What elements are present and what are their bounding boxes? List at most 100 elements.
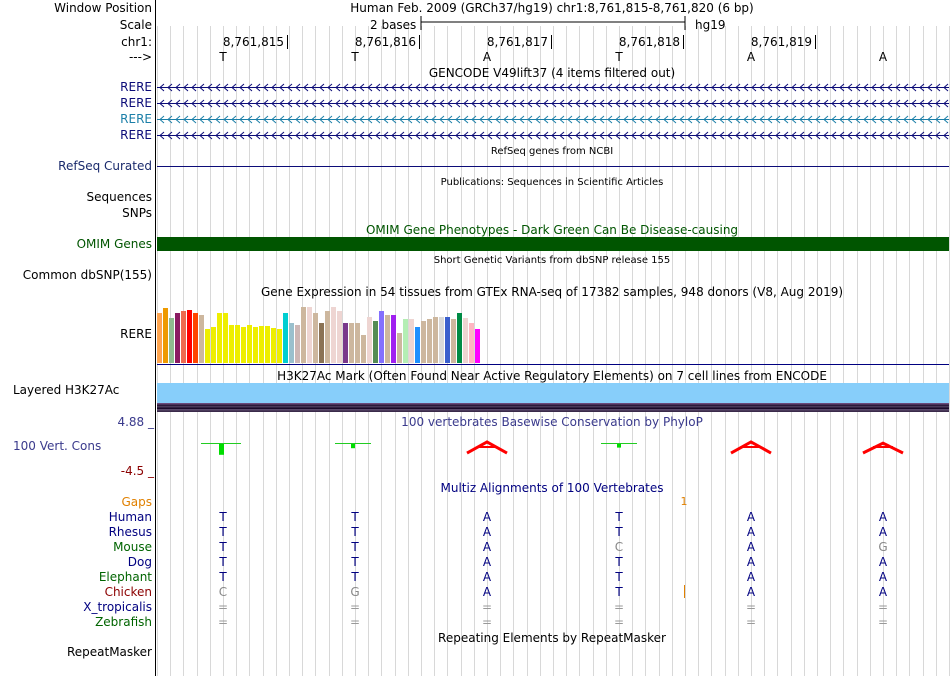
gtex-tissue-bar [181,311,186,363]
gtex-tissue-bar [337,311,342,363]
species-label[interactable]: Mouse [113,540,152,554]
pubs-label-sequences[interactable]: Sequences [86,190,152,204]
aligned-base: = [877,615,889,629]
species-label[interactable]: X_tropicalis [83,600,152,614]
aligned-base: = [217,615,229,629]
base-letter[interactable]: A [878,50,888,64]
gtex-tissue-bar [193,313,198,363]
aligned-base: A [878,585,888,599]
gtex-tissue-bar [361,335,366,363]
gtex-tissue-bar [217,313,222,363]
gtex-tissue-bar [325,311,330,363]
gtex-tissue-bar [403,319,408,363]
species-label[interactable]: Elephant [98,570,152,584]
base-letter[interactable]: A [746,50,756,64]
gtex-tissue-bar [247,325,252,363]
dbsnp-label[interactable]: Common dbSNP(155) [22,268,152,282]
omim-title: OMIM Gene Phenotypes - Dark Green Can Be… [365,223,739,237]
aligned-base: A [482,555,492,569]
refseq-label[interactable]: RefSeq Curated [58,159,152,173]
phylop-peak [730,440,772,455]
gtex-tissue-bar [265,326,270,363]
aligned-base: A [746,570,756,584]
gtex-label[interactable]: RERE [120,327,152,341]
h3k27ac-layer-band [157,406,949,408]
gencode-transcript-label[interactable]: RERE [120,96,152,110]
gtex-tissue-bar [253,327,258,363]
aligned-base: = [613,615,625,629]
gtex-tissue-bar [373,321,378,363]
scale-label: Scale [119,18,152,32]
aligned-base: A [746,525,756,539]
aligned-base: T [351,540,359,554]
species-label[interactable]: Human [108,510,152,524]
aligned-base: T [615,585,623,599]
phylop-label[interactable]: 100 Vert. Cons [13,439,102,453]
species-label[interactable]: Chicken [104,585,152,599]
gtex-tissue-bar [379,311,384,363]
species-label[interactable]: Rhesus [108,525,152,539]
gtex-tissue-bar [427,319,432,363]
omim-bar [157,237,949,251]
repeatmasker-label[interactable]: RepeatMasker [66,645,152,659]
gtex-tissue-bar [397,333,402,363]
aligned-base: T [351,525,359,539]
gtex-tissue-bar [457,313,462,363]
aligned-base: A [746,510,756,524]
gtex-tissue-bar [199,315,204,363]
omim-label[interactable]: OMIM Genes [76,237,152,251]
aligned-base: A [482,570,492,584]
ruler-tick-label: 8,761,817 [486,35,548,49]
gtex-tissue-bar [205,329,210,363]
gtex-tissue-bar [451,319,456,363]
gaps-label[interactable]: Gaps [121,495,152,509]
species-label[interactable]: Zebrafish [95,615,152,629]
assembly-label: hg19 [695,18,726,32]
aligned-base: = [613,600,625,614]
gtex-tissue-bar [439,317,444,363]
aligned-base: = [745,615,757,629]
aligned-base: A [878,510,888,524]
gtex-tissue-bar [241,327,246,363]
aligned-base: T [615,570,623,584]
aligned-base: = [349,615,361,629]
aligned-base: = [481,600,493,614]
ruler-tick-label: 8,761,815 [222,35,284,49]
h3k27ac-label[interactable]: Layered H3K27Ac [13,383,120,397]
phylop-bar [617,444,621,448]
pubs-label-snps[interactable]: SNPs [122,206,152,220]
gencode-transcript-label[interactable]: RERE [120,80,152,94]
base-letter[interactable]: T [615,50,623,64]
gtex-tissue-bar [235,325,240,363]
gencode-strand-arrows [159,115,949,124]
aligned-base: = [217,600,229,614]
base-letter[interactable]: T [351,50,359,64]
gtex-tissue-bar [289,323,294,363]
species-label[interactable]: Dog [127,555,152,569]
gencode-transcript-label[interactable]: RERE [120,112,152,126]
h3k27ac-title: H3K27Ac Mark (Often Found Near Active Re… [277,369,827,383]
gtex-tissue-bar [301,307,306,363]
gtex-tissue-bar [229,325,234,363]
gtex-tissue-bar [259,326,264,363]
h3k27ac-layer-band [157,409,949,411]
refseq-title: RefSeq genes from NCBI [490,146,614,157]
gtex-tissue-bar [271,328,276,363]
h3k27ac-layer-band [157,404,949,406]
gtex-tissue-bar [175,313,180,363]
phylop-min-label: -4.5 _ [120,464,154,478]
aligned-base: T [219,525,227,539]
gencode-transcript-label[interactable]: RERE [120,128,152,142]
aligned-base: A [482,510,492,524]
strand-label: ---> [128,50,152,64]
gaps-mark: 1 [680,495,688,508]
gtex-tissue-bar [343,323,348,363]
aligned-base: T [219,510,227,524]
h3k27ac-layer-band [157,410,949,412]
base-letter[interactable]: A [482,50,492,64]
aligned-base: T [219,555,227,569]
repeatmasker-title: Repeating Elements by RepeatMasker [438,631,666,645]
base-letter[interactable]: T [219,50,227,64]
